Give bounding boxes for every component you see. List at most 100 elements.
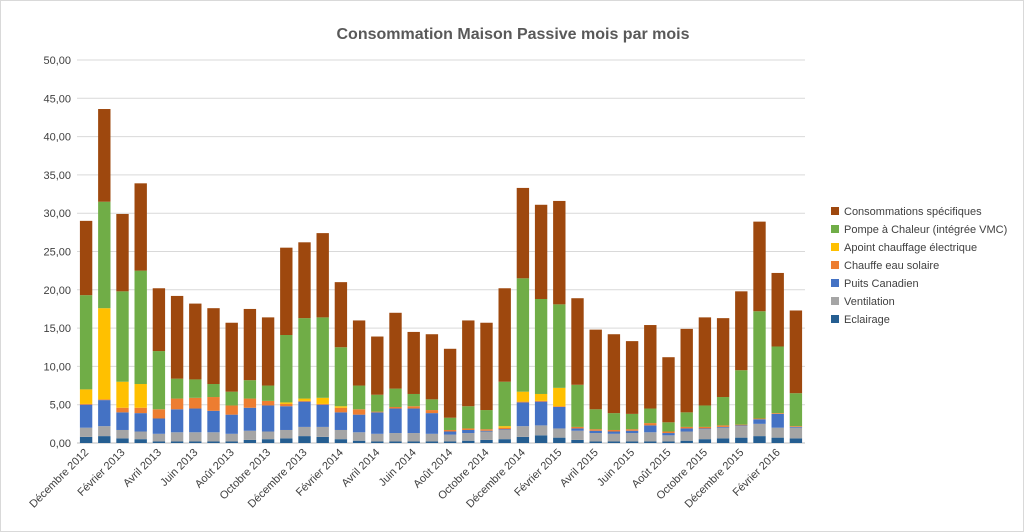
bar-segment (534, 298, 548, 394)
bar-segment (280, 247, 293, 335)
y-axis-ticks: 0,00 5,00 10,00 15,00 20,00 25,00 30,00 35,00 40… (43, 55, 71, 450)
bar-segment (225, 322, 238, 392)
bar-segment (98, 426, 111, 437)
bar-segment (571, 298, 584, 385)
bar-segment (443, 434, 457, 442)
bar-segment (589, 430, 602, 434)
bar-segment (698, 405, 712, 427)
legend-label: Eclairage (844, 314, 890, 326)
bar-segment (152, 351, 166, 410)
bar-segment (134, 270, 147, 385)
bar-segment (698, 317, 712, 406)
legend-label: Chauffe eau solaire (844, 260, 939, 272)
bar-segment (280, 406, 293, 430)
bar-segment (134, 413, 147, 432)
bar-segment (298, 436, 311, 443)
bar-segment (334, 412, 348, 430)
bar-segment (407, 408, 420, 434)
bar-segment (371, 441, 384, 443)
bar-segment (389, 406, 402, 409)
legend-label: Consommations spécifiques (844, 206, 982, 218)
bar-segment (607, 441, 621, 443)
bar-segment (407, 406, 420, 409)
bar-segment (189, 441, 202, 443)
bar-segment (98, 436, 111, 443)
x-tick-label: Avril 2015 (558, 447, 601, 490)
bar-segment (298, 400, 311, 402)
bar-segment (316, 403, 329, 405)
bar-segment (298, 318, 311, 399)
legend-swatch (831, 297, 839, 305)
bar-segment (189, 408, 202, 433)
bar-segment (771, 437, 784, 443)
bar-segment (625, 413, 639, 430)
bar-segment (553, 387, 566, 407)
bar-segment (553, 200, 566, 305)
y-tick-label: 50,00 (43, 55, 71, 67)
bar-segment (553, 304, 566, 388)
bar-segment (79, 436, 93, 443)
bar-segment (425, 399, 439, 411)
bar-segment (789, 426, 803, 427)
bar-segment (716, 425, 730, 427)
y-tick-label: 35,00 (43, 170, 71, 182)
bar-segment (716, 397, 730, 426)
bar-segment (98, 308, 111, 400)
bar-segment (753, 221, 766, 312)
bar-segment (116, 412, 129, 430)
bar-segment (98, 399, 111, 401)
y-tick-label: 30,00 (43, 208, 71, 220)
bar-segment (607, 433, 621, 442)
bar-segment (389, 433, 402, 442)
bar-segment (753, 418, 766, 420)
bar-segment (680, 440, 693, 443)
bar-segment (753, 436, 766, 443)
bar-segment (534, 204, 548, 299)
y-tick-label: 10,00 (43, 361, 71, 373)
bar-segment (662, 422, 675, 432)
bar-segment (243, 398, 257, 408)
bar-segment (352, 440, 366, 443)
bar-segment (662, 441, 675, 443)
bar-segment (207, 397, 220, 411)
bar-segment (243, 430, 257, 440)
bar-segment (371, 411, 384, 413)
bar-segment (571, 384, 584, 427)
bar-segment (79, 295, 93, 390)
bar-segment (207, 441, 220, 443)
bar-segment (571, 426, 584, 429)
bar-segment (735, 425, 748, 427)
bar-segment (516, 391, 530, 402)
bar-segment (698, 426, 712, 429)
bar-segment (753, 311, 766, 419)
bar-segment (443, 417, 457, 430)
legend-swatch (831, 225, 839, 233)
bar-segment (79, 403, 93, 405)
bar-segment (352, 409, 366, 415)
bar-segment (498, 427, 511, 430)
bar-segment (352, 320, 366, 386)
bar-segment (662, 357, 675, 423)
bar-segment (225, 405, 238, 415)
bar-segment (443, 441, 457, 443)
bar-segment (425, 334, 439, 400)
bar-segment (789, 438, 803, 443)
bar-segment (680, 431, 693, 441)
bar-segment (280, 402, 293, 404)
bar-segment (771, 413, 784, 414)
bar-segment (261, 385, 275, 401)
bar-segment (79, 404, 93, 428)
bar-segment (407, 331, 420, 394)
bar-segment (152, 441, 166, 443)
bar-segment (644, 425, 657, 433)
bar-segment (280, 438, 293, 443)
y-tick-label: 40,00 (43, 132, 71, 144)
bar-segment (553, 428, 566, 438)
bar-segment (534, 425, 548, 436)
bar-segment (589, 429, 602, 431)
bar-segment (735, 426, 748, 438)
x-tick-label: Avril 2014 (339, 447, 382, 490)
legend-swatch (831, 261, 839, 269)
bar-segment (607, 413, 621, 430)
